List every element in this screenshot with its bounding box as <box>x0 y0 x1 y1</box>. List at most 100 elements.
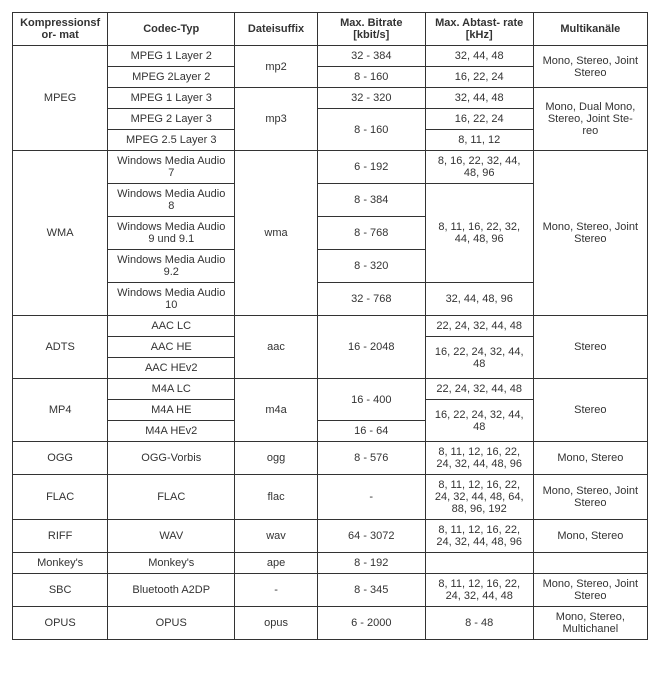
cell-codec: AAC HE <box>108 337 235 358</box>
cell-bitrate: 8 - 384 <box>317 184 425 217</box>
cell-bitrate: 16 - 400 <box>317 379 425 421</box>
cell-sample: 8 - 48 <box>425 607 533 640</box>
cell-codec: Windows Media Audio 9 und 9.1 <box>108 217 235 250</box>
cell-bitrate: 16 - 64 <box>317 421 425 442</box>
cell-bitrate: 8 - 768 <box>317 217 425 250</box>
cell-codec: M4A HEv2 <box>108 421 235 442</box>
cell-format: OPUS <box>13 607 108 640</box>
cell-suffix: wav <box>235 520 318 553</box>
table-row: MP4 M4A LC m4a 16 - 400 22, 24, 32, 44, … <box>13 379 648 400</box>
cell-sample: 8, 11, 12, 16, 22, 24, 32, 44, 48, 96 <box>425 520 533 553</box>
cell-suffix: ogg <box>235 442 318 475</box>
cell-bitrate: 8 - 345 <box>317 574 425 607</box>
cell-codec: MPEG 2.5 Layer 3 <box>108 130 235 151</box>
cell-format: SBC <box>13 574 108 607</box>
cell-bitrate: 8 - 192 <box>317 553 425 574</box>
cell-multi: Mono, Stereo, Joint Stereo <box>533 151 647 316</box>
cell-format: RIFF <box>13 520 108 553</box>
cell-sample: 8, 11, 12 <box>425 130 533 151</box>
cell-multi: Mono, Stereo <box>533 442 647 475</box>
cell-suffix: mp3 <box>235 88 318 151</box>
cell-suffix: opus <box>235 607 318 640</box>
cell-multi: Stereo <box>533 379 647 442</box>
cell-bitrate: 64 - 3072 <box>317 520 425 553</box>
cell-multi: Mono, Stereo, Joint Stereo <box>533 46 647 88</box>
cell-codec: Monkey's <box>108 553 235 574</box>
table-row: WMA Windows Media Audio 7 wma 6 - 192 8,… <box>13 151 648 184</box>
header-samplerate: Max. Abtast- rate [kHz] <box>425 13 533 46</box>
cell-codec: Windows Media Audio 9.2 <box>108 250 235 283</box>
cell-multi: Mono, Stereo, Joint Stereo <box>533 475 647 520</box>
cell-sample: 32, 44, 48 <box>425 46 533 67</box>
cell-codec: AAC HEv2 <box>108 358 235 379</box>
cell-codec: Windows Media Audio 7 <box>108 151 235 184</box>
table-row: MPEG 1 Layer 3 mp3 32 - 320 32, 44, 48 M… <box>13 88 648 109</box>
codec-table: Kompressionsfor- mat Codec-Typ Dateisuff… <box>12 12 648 640</box>
cell-multi: Mono, Stereo, Joint Stereo <box>533 574 647 607</box>
header-bitrate: Max. Bitrate [kbit/s] <box>317 13 425 46</box>
cell-sample: 8, 11, 12, 16, 22, 24, 32, 44, 48, 96 <box>425 442 533 475</box>
header-multi: Multikanäle <box>533 13 647 46</box>
cell-codec: MPEG 1 Layer 2 <box>108 46 235 67</box>
cell-suffix: wma <box>235 151 318 316</box>
cell-bitrate: - <box>317 475 425 520</box>
cell-bitrate: 32 - 768 <box>317 283 425 316</box>
cell-bitrate: 8 - 320 <box>317 250 425 283</box>
cell-multi: Mono, Stereo, Multichanel <box>533 607 647 640</box>
cell-format: OGG <box>13 442 108 475</box>
cell-multi: Mono, Dual Mono, Stereo, Joint Ste- reo <box>533 88 647 151</box>
cell-sample <box>425 553 533 574</box>
cell-sample: 8, 11, 12, 16, 22, 24, 32, 44, 48, 64, 8… <box>425 475 533 520</box>
cell-codec: Windows Media Audio 10 <box>108 283 235 316</box>
cell-sample: 8, 16, 22, 32, 44, 48, 96 <box>425 151 533 184</box>
cell-codec: MPEG 1 Layer 3 <box>108 88 235 109</box>
cell-suffix: ape <box>235 553 318 574</box>
cell-bitrate: 8 - 160 <box>317 67 425 88</box>
header-codec: Codec-Typ <box>108 13 235 46</box>
cell-multi: Mono, Stereo <box>533 520 647 553</box>
cell-bitrate: 32 - 320 <box>317 88 425 109</box>
cell-format: Monkey's <box>13 553 108 574</box>
cell-codec: AAC LC <box>108 316 235 337</box>
table-row: OGG OGG-Vorbis ogg 8 - 576 8, 11, 12, 16… <box>13 442 648 475</box>
cell-codec: MPEG 2 Layer 3 <box>108 109 235 130</box>
cell-sample: 16, 22, 24 <box>425 109 533 130</box>
cell-sample: 22, 24, 32, 44, 48 <box>425 379 533 400</box>
cell-codec: Bluetooth A2DP <box>108 574 235 607</box>
cell-codec: M4A LC <box>108 379 235 400</box>
cell-codec: OGG-Vorbis <box>108 442 235 475</box>
cell-sample: 22, 24, 32, 44, 48 <box>425 316 533 337</box>
cell-bitrate: 8 - 576 <box>317 442 425 475</box>
cell-format: FLAC <box>13 475 108 520</box>
table-row: FLAC FLAC flac - 8, 11, 12, 16, 22, 24, … <box>13 475 648 520</box>
cell-sample: 8, 11, 16, 22, 32, 44, 48, 96 <box>425 184 533 283</box>
cell-bitrate: 6 - 192 <box>317 151 425 184</box>
cell-codec: WAV <box>108 520 235 553</box>
cell-sample: 16, 22, 24 <box>425 67 533 88</box>
cell-bitrate: 16 - 2048 <box>317 316 425 379</box>
cell-bitrate: 32 - 384 <box>317 46 425 67</box>
cell-suffix: flac <box>235 475 318 520</box>
cell-multi: Stereo <box>533 316 647 379</box>
cell-sample: 16, 22, 24, 32, 44, 48 <box>425 337 533 379</box>
header-suffix: Dateisuffix <box>235 13 318 46</box>
cell-suffix: aac <box>235 316 318 379</box>
cell-sample: 8, 11, 12, 16, 22, 24, 32, 44, 48 <box>425 574 533 607</box>
cell-codec: Windows Media Audio 8 <box>108 184 235 217</box>
cell-codec: M4A HE <box>108 400 235 421</box>
table-row: RIFF WAV wav 64 - 3072 8, 11, 12, 16, 22… <box>13 520 648 553</box>
cell-format: MP4 <box>13 379 108 442</box>
cell-suffix: m4a <box>235 379 318 442</box>
cell-sample: 32, 44, 48, 96 <box>425 283 533 316</box>
table-row: ADTS AAC LC aac 16 - 2048 22, 24, 32, 44… <box>13 316 648 337</box>
cell-suffix: - <box>235 574 318 607</box>
cell-codec: FLAC <box>108 475 235 520</box>
cell-sample: 16, 22, 24, 32, 44, 48 <box>425 400 533 442</box>
cell-format: MPEG <box>13 46 108 151</box>
cell-sample: 32, 44, 48 <box>425 88 533 109</box>
table-row: Monkey's Monkey's ape 8 - 192 <box>13 553 648 574</box>
header-format: Kompressionsfor- mat <box>13 13 108 46</box>
cell-multi <box>533 553 647 574</box>
table-row: OPUS OPUS opus 6 - 2000 8 - 48 Mono, Ste… <box>13 607 648 640</box>
table-row: MPEG MPEG 1 Layer 2 mp2 32 - 384 32, 44,… <box>13 46 648 67</box>
